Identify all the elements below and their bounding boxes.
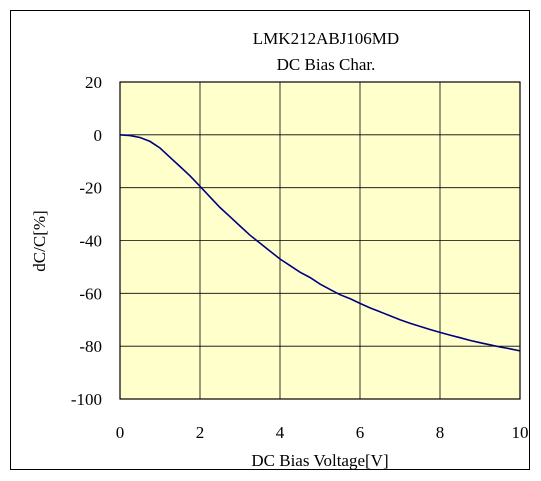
y-tick-label: -20 (79, 179, 102, 198)
y-tick-label: -40 (79, 232, 102, 251)
y-tick-label: -80 (79, 337, 102, 356)
y-axis-label: dC/C[%] (30, 210, 49, 271)
y-tick-label: -100 (71, 390, 102, 409)
series-line (119, 134, 521, 352)
y-tick-labels: 20 0 -20 -40 -60 -80 -100 (71, 73, 102, 409)
plot-border (119, 81, 521, 400)
x-tick-label: 4 (276, 423, 285, 442)
x-tick-label: 6 (356, 423, 365, 442)
x-tick-label: 8 (436, 423, 445, 442)
y-tick-label: 20 (85, 73, 102, 92)
y-tick-label: 0 (94, 126, 103, 145)
chart-frame (10, 10, 530, 470)
x-tick-label: 2 (196, 423, 205, 442)
chart-title: LMK212ABJ106MD (253, 29, 399, 48)
y-tick-label: -60 (79, 284, 102, 303)
x-tick-label: 0 (116, 423, 125, 442)
x-tick-label: 10 (512, 423, 529, 442)
x-axis-label: DC Bias Voltage[V] (251, 451, 388, 470)
x-tick-labels: 0 2 4 6 8 10 (116, 423, 529, 442)
chart-subtitle: DC Bias Char. (277, 55, 376, 74)
